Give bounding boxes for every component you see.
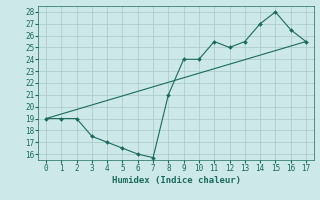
X-axis label: Humidex (Indice chaleur): Humidex (Indice chaleur) (111, 176, 241, 185)
